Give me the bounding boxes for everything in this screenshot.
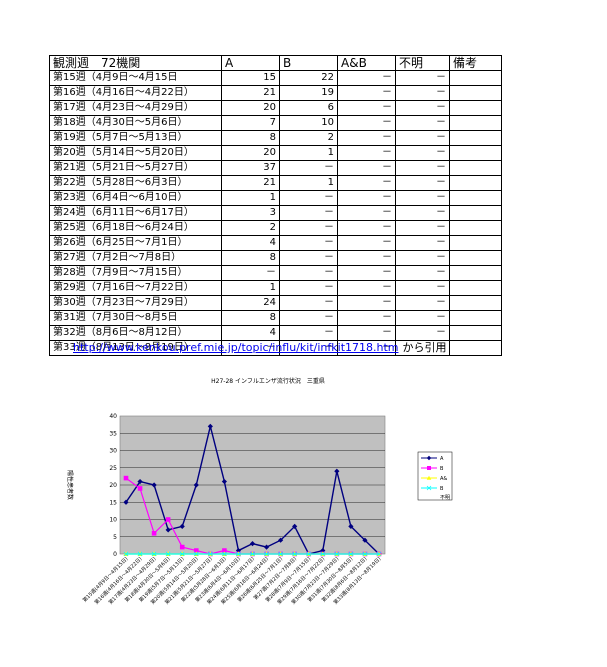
data-point bbox=[123, 475, 129, 481]
table-row: 第22週（5月28日～6月3日） 21 1 －－ bbox=[49, 175, 502, 191]
data-point bbox=[193, 551, 199, 557]
data-point bbox=[137, 478, 143, 485]
table-row: 第25週（6月18日～6月24日） 2 －－－ bbox=[49, 220, 502, 236]
y-tick-label: 15 bbox=[109, 499, 117, 506]
data-point bbox=[376, 551, 382, 557]
data-point bbox=[263, 544, 270, 550]
data-point bbox=[334, 551, 340, 557]
data-point bbox=[165, 527, 171, 533]
table-cell-5 bbox=[449, 340, 502, 356]
data-point bbox=[193, 482, 199, 488]
legend-marker bbox=[427, 466, 431, 470]
data-point bbox=[221, 478, 227, 485]
data-point bbox=[362, 551, 368, 557]
table-row: 第30週（7月23日～7月29日） 24 －－－ bbox=[49, 295, 502, 311]
legend-label: B bbox=[440, 486, 444, 492]
data-point bbox=[278, 537, 284, 543]
y-tick-label: 30 bbox=[109, 448, 117, 455]
data-point bbox=[151, 531, 157, 536]
y-tick-label: 25 bbox=[109, 465, 117, 472]
data-point bbox=[236, 551, 241, 557]
source-line: http://www.kenkou.pref.mie.jp/topic/infl… bbox=[73, 339, 447, 355]
data-point bbox=[207, 423, 213, 429]
data-point bbox=[250, 551, 255, 557]
data-point bbox=[165, 517, 171, 522]
data-point bbox=[193, 548, 199, 553]
y-axis-label: 陽性患者数 bbox=[66, 470, 74, 500]
grid-lines bbox=[120, 433, 385, 537]
table-row: 第31週（7月30日～8月5日 8 －－－ bbox=[49, 310, 502, 326]
y-tick-label: 20 bbox=[109, 482, 117, 489]
data-point bbox=[179, 523, 185, 529]
data-point bbox=[222, 551, 227, 557]
legend-extra-label: 不明 bbox=[440, 495, 450, 501]
series-group bbox=[123, 423, 382, 557]
table-row: 第19週（5月7日～5月13日） 8 2 －－ bbox=[49, 130, 502, 146]
y-tick-label: 5 bbox=[113, 534, 117, 541]
table-row: 第28週（7月9日～7月15日）－－－－ bbox=[49, 265, 502, 281]
data-point bbox=[320, 547, 326, 554]
y-tick-label: 40 bbox=[109, 413, 117, 420]
influenza-table: 観測週 72機関 A B A&B 不明 備考 第15週（4月9日～4月15日 15 22 －－第1… bbox=[49, 55, 502, 356]
table-header-row: 観測週 72機関 A B A&B 不明 備考 bbox=[49, 55, 502, 71]
data-point bbox=[208, 551, 213, 557]
y-tick-label: 35 bbox=[109, 430, 117, 437]
source-suffix: から引用 bbox=[402, 341, 447, 354]
data-point bbox=[334, 468, 340, 474]
data-point bbox=[123, 551, 129, 557]
y-tick-label: 10 bbox=[109, 517, 117, 524]
source-link[interactable]: http://www.kenkou.pref.mie.jp/topic/infl… bbox=[73, 341, 399, 354]
x-category-labels: 第15週(4月9日～4月15日)第16週(4月16日～4月22日)第17週(4月… bbox=[81, 555, 382, 605]
data-point bbox=[151, 551, 157, 557]
data-point bbox=[278, 551, 283, 557]
legend-marker bbox=[426, 485, 432, 491]
data-point bbox=[264, 551, 269, 557]
data-point bbox=[235, 547, 242, 554]
table-row: 第33週（8月13日～8月19日）－－－－ bbox=[49, 340, 502, 356]
data-point bbox=[348, 523, 354, 529]
data-point bbox=[179, 551, 185, 557]
data-point bbox=[179, 544, 185, 550]
data-point bbox=[249, 541, 256, 547]
legend: ABA&B不明 bbox=[417, 451, 453, 501]
table-cell-1: － bbox=[221, 340, 280, 356]
legend-label: B bbox=[440, 466, 444, 472]
legend-box bbox=[417, 451, 453, 501]
table-row: 第23週（6月4日～6月10日） 1 －－－ bbox=[49, 190, 502, 206]
data-point bbox=[165, 551, 171, 557]
data-point bbox=[222, 548, 227, 553]
table-row: 第21週（5月21日～5月27日） 37 －－－ bbox=[49, 160, 502, 176]
table-row: 第17週（4月23日～4月29日） 20 6 －－ bbox=[49, 100, 502, 116]
table-row: 第32週（8月6日～8月12日） 4 －－－ bbox=[49, 325, 502, 341]
table-row: 第18週（4月30日～5月6日） 7 10 －－ bbox=[49, 115, 502, 131]
legend-label: A& bbox=[440, 476, 447, 482]
table-row: 第27週（7月2日～7月8日） 8 －－－ bbox=[49, 250, 502, 266]
data-point bbox=[137, 486, 143, 491]
data-point bbox=[320, 551, 326, 557]
data-point bbox=[362, 537, 368, 543]
legend-marker bbox=[426, 475, 432, 480]
data-point bbox=[292, 551, 297, 557]
legend-label: A bbox=[440, 456, 444, 462]
table-row: 第16週（4月16日～4月22日） 21 19 －－ bbox=[49, 85, 502, 101]
table-cell-0: 第33週（8月13日～8月19日） bbox=[49, 340, 222, 356]
data-point bbox=[348, 551, 354, 557]
table-cell-3: － bbox=[337, 340, 396, 356]
data-point bbox=[306, 551, 312, 557]
y-tick-labels: 0 5 10 15 20 25 30 35 40 bbox=[109, 413, 117, 558]
data-point bbox=[123, 499, 129, 505]
data-point bbox=[292, 523, 298, 529]
data-point bbox=[151, 482, 157, 488]
y-tick-label: 0 bbox=[113, 551, 117, 558]
chart-title: H27-28 インフルエンザ流行状況 三重県 bbox=[211, 377, 325, 385]
data-point bbox=[137, 551, 143, 557]
legend-marker bbox=[426, 455, 432, 461]
